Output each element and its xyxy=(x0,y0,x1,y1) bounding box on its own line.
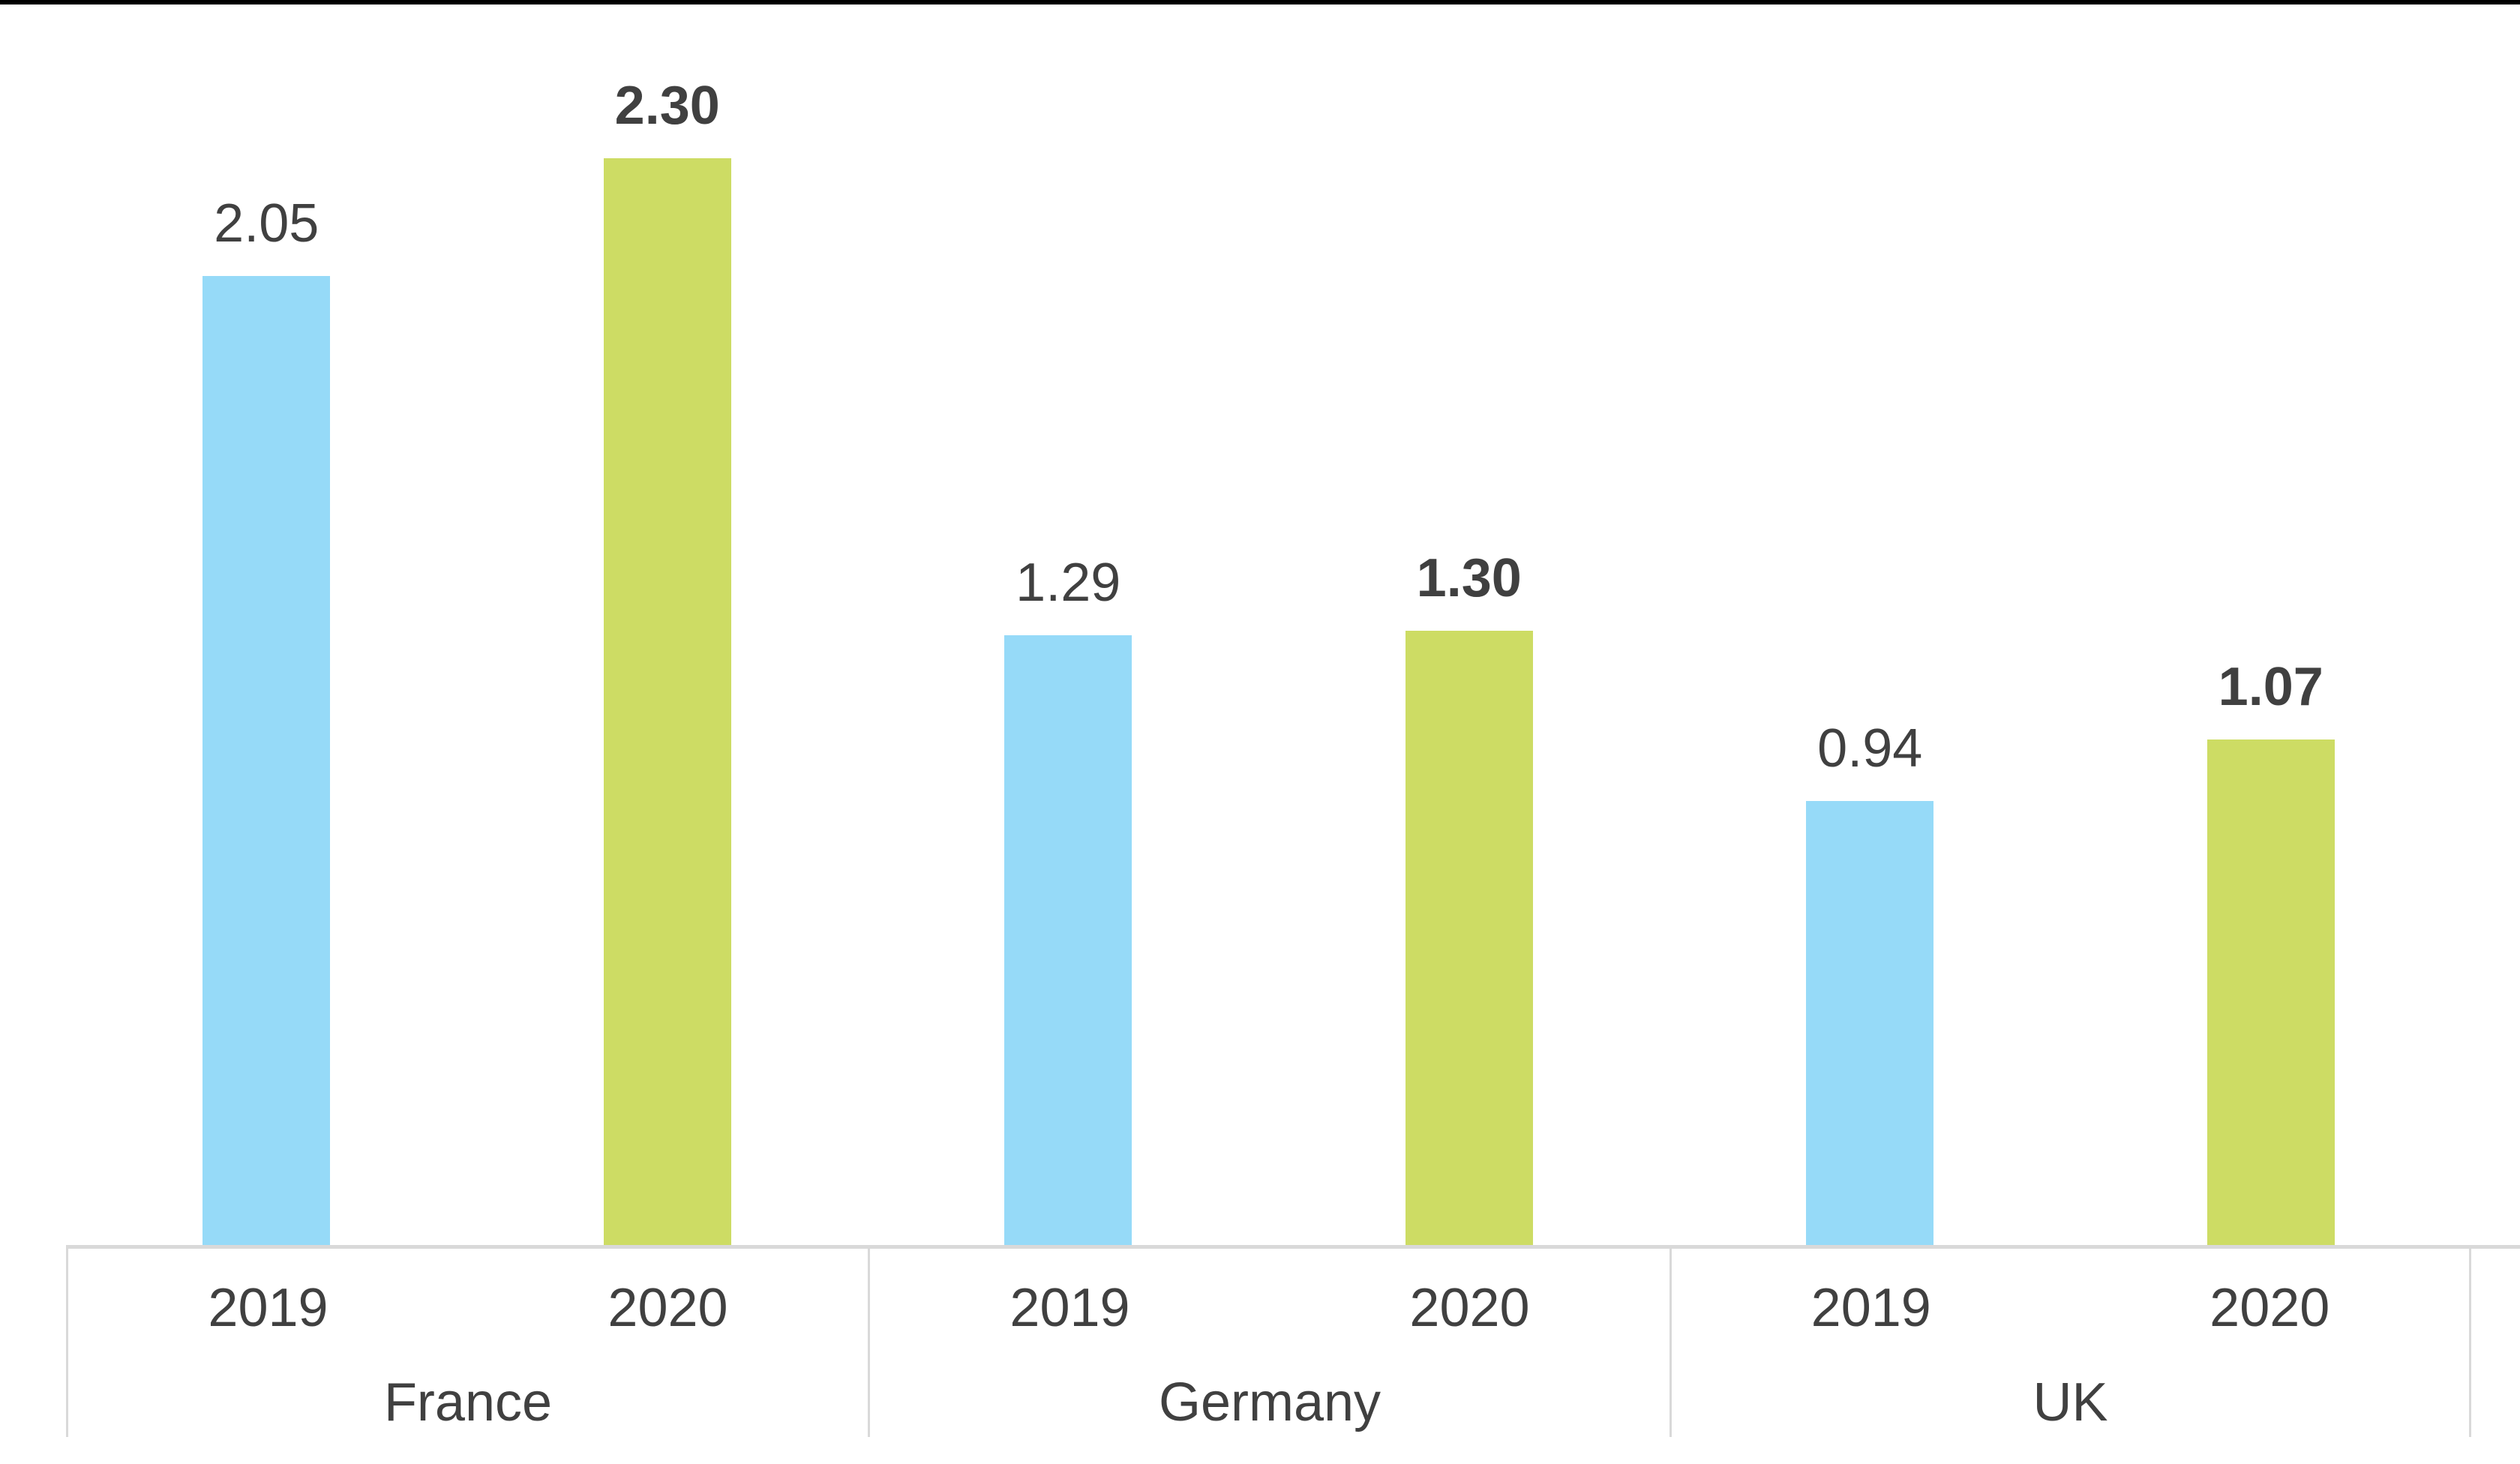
bar-slot-germany-2020: 1.30 xyxy=(1405,548,1533,1245)
window-top-edge xyxy=(0,0,2520,4)
bar-group-uk: 0.94 1.07 xyxy=(1670,0,2471,1245)
bar-germany-2019 xyxy=(1004,635,1132,1245)
year-tick-germany-2020: 2020 xyxy=(1409,1278,1530,1338)
value-label-france-2020: 2.30 xyxy=(614,76,720,136)
bar-germany-2020 xyxy=(1405,631,1533,1245)
bar-group-germany: 1.29 1.30 xyxy=(868,0,1670,1245)
bar-slot-germany-2019: 1.29 xyxy=(1004,553,1132,1245)
bar-slot-france-2019: 2.05 xyxy=(202,194,331,1245)
country-label-germany: Germany xyxy=(1158,1372,1382,1432)
value-label-germany-2020: 1.30 xyxy=(1416,548,1522,608)
value-label-germany-2019: 1.29 xyxy=(1016,553,1121,613)
bar-slot-uk-2020: 1.07 xyxy=(2206,657,2335,1245)
year-tick-france-2019: 2019 xyxy=(208,1278,328,1338)
bar-uk-2020 xyxy=(2206,740,2335,1245)
bar-uk-2019 xyxy=(1806,801,1934,1245)
bar-france-2020 xyxy=(603,158,731,1245)
year-tick-uk-2019: 2019 xyxy=(1810,1278,1931,1338)
country-label-uk: UK xyxy=(2032,1372,2108,1432)
x-axis-label-table: 2019 2020 France 2019 2020 Germany 2019 … xyxy=(66,1245,2471,1437)
bar-slot-uk-2019: 0.94 xyxy=(1806,718,1934,1245)
value-label-uk-2019: 0.94 xyxy=(1817,718,1923,778)
axis-cell-germany: 2019 2020 Germany xyxy=(868,1245,1670,1437)
value-label-france-2019: 2.05 xyxy=(214,194,320,254)
year-tick-uk-2020: 2020 xyxy=(2210,1278,2330,1338)
axis-cell-uk: 2019 2020 UK xyxy=(1670,1245,2471,1437)
year-tick-france-2020: 2020 xyxy=(608,1278,728,1338)
year-tick-germany-2019: 2019 xyxy=(1010,1278,1130,1338)
x-axis-line xyxy=(66,1245,2520,1249)
bar-slot-france-2020: 2.30 xyxy=(603,76,731,1245)
value-label-uk-2020: 1.07 xyxy=(2218,657,2324,717)
axis-cell-france: 2019 2020 France xyxy=(66,1245,868,1437)
bar-france-2019 xyxy=(202,276,331,1245)
plot-area: 2.05 2.30 1.29 1.30 0.94 xyxy=(66,0,2471,1245)
bar-group-france: 2.05 2.30 xyxy=(66,0,868,1245)
country-label-france: France xyxy=(383,1372,553,1432)
